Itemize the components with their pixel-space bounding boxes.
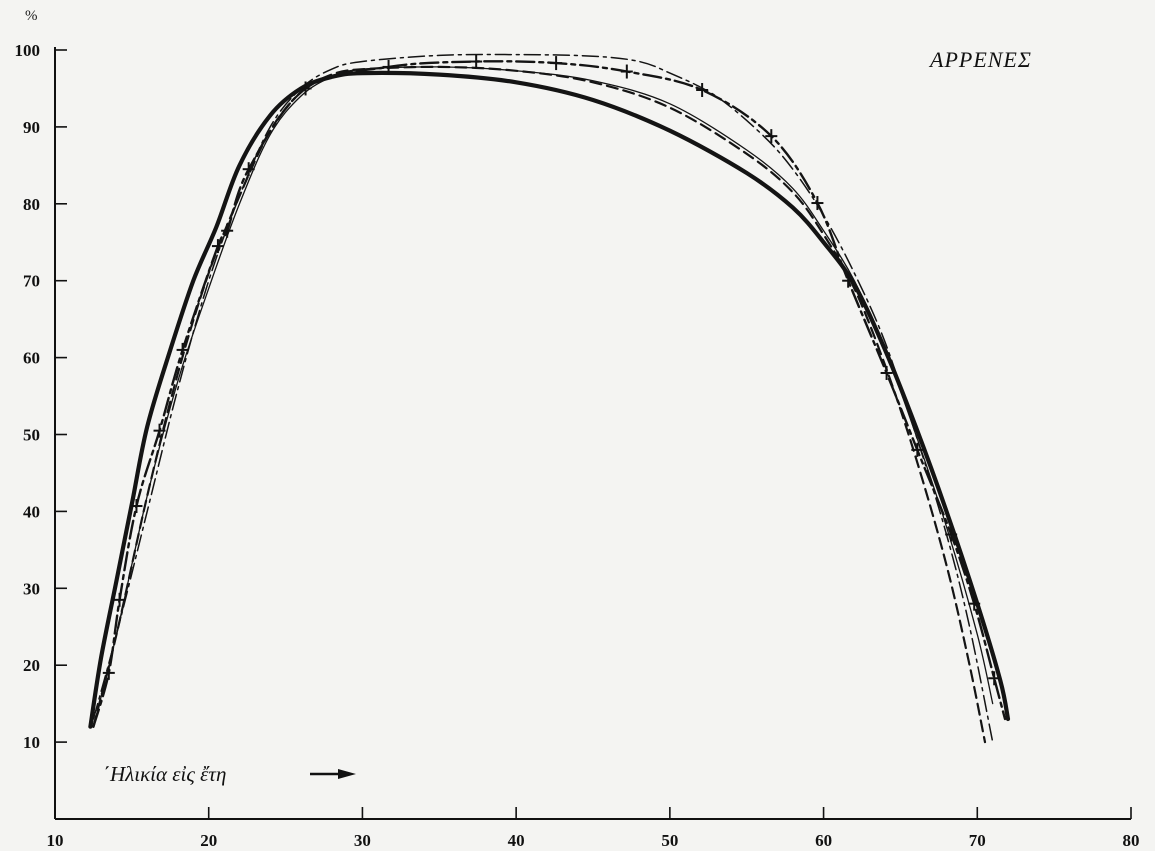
cross-marker	[550, 56, 563, 71]
cross-marker	[911, 442, 924, 457]
cross-marker	[211, 239, 224, 254]
cross-marker	[113, 592, 126, 607]
cross-marker	[842, 273, 855, 288]
ticks: 10 20 30 40 50 60 70 80 10 20 30 40 50 60 70 80 90 100	[15, 41, 1140, 850]
cross-marker	[620, 64, 633, 79]
cross-marker	[382, 59, 395, 74]
cross-marker	[221, 223, 234, 238]
cross-marker	[988, 671, 1001, 686]
x-tick-label: 50	[661, 831, 678, 850]
cross-marker	[153, 423, 166, 438]
series-line-5	[92, 60, 1007, 728]
series-line-1	[88, 70, 1011, 729]
y-tick-label: 100	[15, 41, 41, 60]
cross-marker	[811, 196, 824, 211]
cross-marker	[696, 82, 709, 97]
cross-marker	[299, 81, 312, 96]
axes	[54, 47, 1131, 820]
cross-marker	[130, 499, 143, 514]
y-unit-label: %	[25, 8, 38, 24]
cross-marker	[765, 129, 778, 144]
x-tick-label: 10	[47, 831, 64, 850]
x-tick-label: 70	[969, 831, 986, 850]
series-line-3	[92, 65, 987, 744]
x-tick-label: 80	[1123, 831, 1140, 850]
x-tick-label: 20	[200, 831, 217, 850]
cross-marker	[968, 596, 981, 611]
arrow-right-icon	[310, 769, 356, 779]
y-tick-label: 20	[23, 656, 40, 675]
y-tick-label: 80	[23, 195, 40, 214]
x-axis-label: ΄Ηλικία εἰς ἔτη	[103, 762, 226, 786]
series-group	[88, 53, 1011, 744]
x-tick-label: 60	[815, 831, 832, 850]
cross-marker	[470, 54, 483, 69]
x-axis-label-group: ΄Ηλικία εἰς ἔτη	[103, 762, 356, 786]
y-tick-label: 10	[23, 733, 40, 752]
series-line-2	[92, 66, 994, 728]
cross-marker	[102, 665, 115, 680]
y-tick-label: 60	[23, 349, 40, 368]
y-tick-label: 50	[23, 426, 40, 445]
series-line-4	[92, 53, 994, 743]
y-tick-label: 70	[23, 272, 40, 291]
y-tick-label: 90	[23, 118, 40, 137]
cross-marker	[242, 162, 255, 177]
chart-title: ΑΡΡΕΝΕΣ	[928, 47, 1032, 72]
x-tick-label: 30	[354, 831, 371, 850]
y-tick-label: 40	[23, 502, 40, 521]
cross-marker	[176, 342, 189, 357]
x-tick-label: 40	[508, 831, 525, 850]
y-tick-label: 30	[23, 579, 40, 598]
cross-marker	[880, 365, 893, 380]
cross-marker	[945, 527, 958, 542]
